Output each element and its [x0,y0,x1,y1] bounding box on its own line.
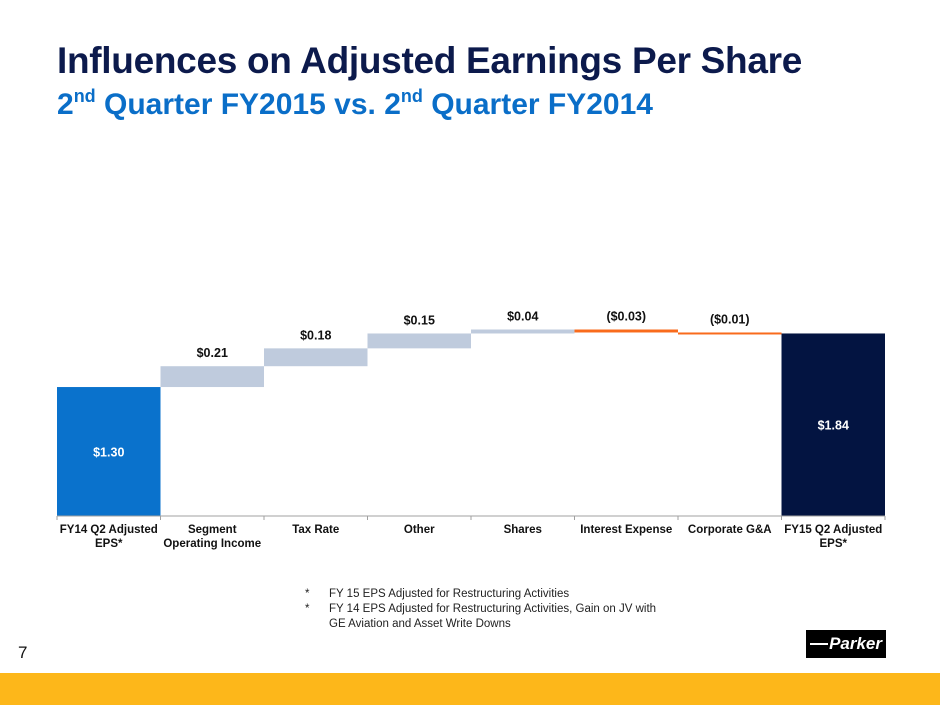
data-label: ($0.03) [606,310,646,324]
data-label: ($0.01) [710,312,750,326]
x-tick-label: Operating Income [163,538,261,550]
x-tick-label: Shares [504,524,542,536]
x-tick-label: FY14 Q2 Adjusted [60,524,158,536]
x-tick-label: Corporate G&A [688,524,772,536]
x-tick-label: Interest Expense [580,524,672,536]
subtitle-text: 2 [384,88,401,121]
slide-title: Influences on Adjusted Earnings Per Shar… [57,40,803,81]
footnote: * FY 15 EPS Adjusted for Restructuring A… [305,587,656,602]
footnote: * FY 14 EPS Adjusted for Restructuring A… [305,602,656,632]
parker-logo: Parker [806,630,886,658]
logo-text: Parker [829,634,882,653]
bar-0 [57,387,161,516]
x-tick-label: EPS* [820,538,848,550]
page-number: 7 [18,643,28,662]
subtitle-text: Quarter FY2015 vs. [95,88,385,121]
x-tick-label: Other [404,524,435,536]
footnote-marker: * [305,603,310,615]
waterfall-chart: $1.30 $0.21 $0.18 $0.15 $0.04 ($0.03) ($0.01) $… [56,310,886,550]
bar-4 [471,329,575,334]
x-tick-label: Segment [188,524,237,536]
data-label: $0.15 [404,313,435,327]
data-label: $1.84 [818,419,849,433]
footnote-text: FY 14 EPS Adjusted for Restructuring Act… [329,602,656,632]
footnote-marker: * [305,588,310,600]
subtitle-text: Quarter FY2014 [422,88,653,121]
logo-line [810,643,828,645]
bar-1 [160,366,264,388]
data-label: $0.18 [300,328,331,342]
subtitle-superscript: nd [73,86,96,106]
data-label: $1.30 [93,446,124,460]
footnote-text: FY 15 EPS Adjusted for Restructuring Act… [329,588,570,600]
data-label: $0.21 [197,346,228,360]
bar-7 [781,333,885,516]
footnotes: * FY 15 EPS Adjusted for Restructuring A… [305,587,656,632]
data-label: $0.04 [507,310,538,324]
footer-band [0,673,940,705]
footnote-line: FY 14 EPS Adjusted for Restructuring Act… [329,603,657,615]
footnote-line: GE Aviation and Asset Write Downs [329,618,511,630]
bar-6 [678,332,782,335]
subtitle-text: 2 [57,88,74,121]
x-tick-label: FY15 Q2 Adjusted [784,524,882,536]
slide-subtitle: 2nd Quarter FY2015 vs. 2nd Quarter FY201… [57,86,653,122]
bar-3 [367,333,471,349]
bar-2 [264,348,368,367]
x-tick-label: EPS* [95,538,123,550]
bar-5 [574,329,678,333]
x-tick-label: Tax Rate [292,524,339,536]
subtitle-superscript: nd [400,86,423,106]
